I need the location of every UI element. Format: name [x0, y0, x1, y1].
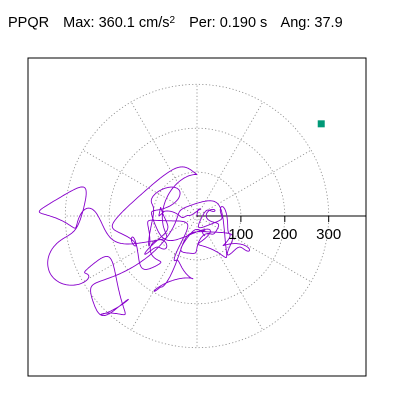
max-value: 360.1 — [98, 15, 135, 31]
max-unit-exponent: 2 — [169, 15, 176, 26]
peak-marker-layer — [317, 120, 325, 128]
max-label: Max: — [63, 15, 95, 31]
grid-spoke-210 — [82, 215, 198, 283]
grid-spoke-120 — [130, 101, 198, 217]
grid-spoke-330 — [196, 215, 312, 283]
ang-value: 37.9 — [314, 15, 343, 31]
per-label: Per: — [189, 15, 216, 31]
motion-trace — [38, 166, 251, 317]
max-unit: cm/s — [138, 15, 170, 31]
chart-header: PPQR Max: 360.1 cm/s2 Per: 0.190 s Ang: … — [8, 16, 343, 31]
tick-labels: 100 200 300 — [228, 226, 341, 243]
tick-label-200: 200 — [272, 226, 297, 243]
peak-marker — [317, 120, 325, 128]
grid-spoke-300 — [196, 215, 264, 331]
grid-spoke-30 — [196, 149, 312, 217]
per-value: 0.190 s — [219, 15, 268, 31]
station-code: PPQR — [8, 15, 50, 31]
motion-trace-layer — [38, 166, 251, 317]
grid-spoke-240 — [130, 215, 198, 331]
tick-label-300: 300 — [316, 226, 341, 243]
tick-label-100: 100 — [228, 226, 253, 243]
ang-label: Ang: — [280, 15, 311, 31]
grid-spoke-60 — [196, 101, 264, 217]
axes — [197, 215, 366, 222]
grid-spoke-150 — [82, 149, 198, 217]
